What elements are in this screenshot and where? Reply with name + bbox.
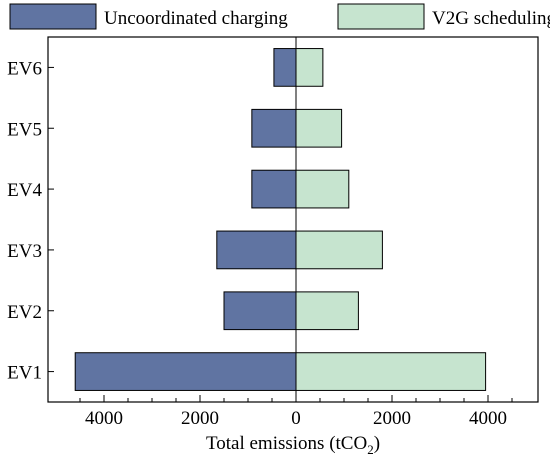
y-tick-label: EV6 — [7, 58, 42, 79]
bar-uncoordinated-ev4 — [251, 169, 297, 209]
x-tick-label: 4000 — [469, 408, 507, 429]
x-axis-label-subscript: 2 — [367, 442, 374, 457]
bar-uncoordinated-ev6 — [273, 48, 297, 87]
bar-v2g-ev5 — [295, 108, 343, 148]
axes — [47, 36, 539, 403]
bar-v2g-ev2 — [295, 291, 359, 331]
legend-swatch-uncoordinated — [9, 3, 97, 30]
x-axis-label: Total emissions (tCO2) — [206, 433, 380, 457]
bar-v2g-ev4 — [295, 169, 350, 209]
bar-v2g-ev1 — [295, 352, 487, 391]
y-tick-label: EV3 — [7, 241, 42, 262]
x-tick-label: 0 — [291, 408, 301, 429]
bar-uncoordinated-ev2 — [223, 291, 297, 331]
bar-v2g-ev3 — [295, 230, 383, 270]
legend-label: V2G scheduling — [432, 8, 550, 29]
axis-labels: EV1 EV2 EV3 EV4 EV5 EV6 4000 2000 0 2000 4000 Total… — [7, 58, 507, 457]
bar-uncoordinated-ev5 — [251, 108, 297, 148]
bars — [74, 48, 487, 391]
bar-v2g-ev6 — [295, 48, 324, 87]
legend: Uncoordinated charging V2G scheduling — [9, 3, 550, 30]
y-tick-label: EV2 — [7, 302, 42, 323]
x-axis-label-close: ) — [374, 433, 380, 454]
x-tick-label: 2000 — [373, 408, 411, 429]
y-tick-label: EV4 — [7, 180, 42, 201]
x-tick-label: 2000 — [181, 408, 219, 429]
y-tick-label: EV5 — [7, 119, 42, 140]
legend-swatch-v2g — [337, 3, 425, 30]
x-tick-label: 4000 — [85, 408, 123, 429]
bar-uncoordinated-ev1 — [74, 352, 297, 391]
plot-frame — [47, 36, 539, 403]
y-tick-label: EV1 — [7, 363, 42, 384]
x-axis-label-main: Total emissions (tCO — [206, 433, 367, 454]
bar-uncoordinated-ev3 — [216, 230, 297, 270]
legend-label: Uncoordinated charging — [104, 8, 288, 29]
